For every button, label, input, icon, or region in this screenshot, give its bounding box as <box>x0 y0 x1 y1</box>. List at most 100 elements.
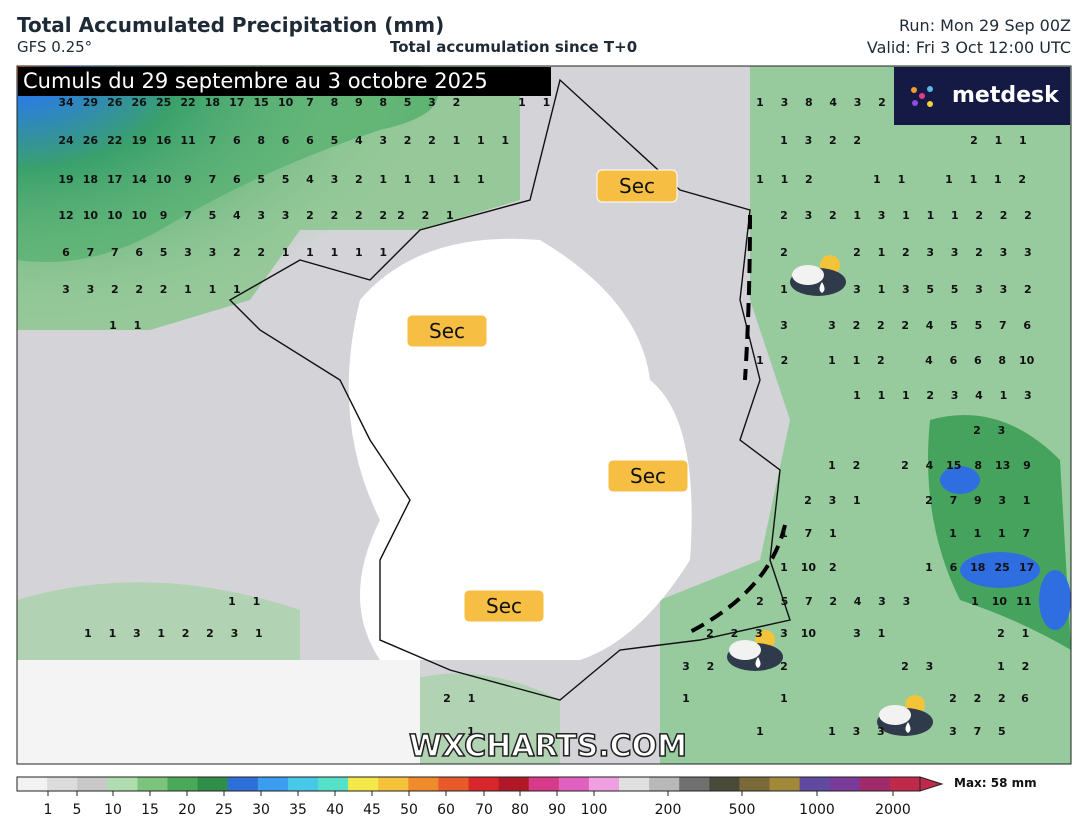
subtitle: Total accumulation since T+0 <box>390 38 638 56</box>
precip-value: 1 <box>404 173 412 186</box>
precip-value: 2 <box>706 627 714 640</box>
precip-value: 7 <box>111 246 119 259</box>
precip-area <box>17 66 437 326</box>
precip-value: 7 <box>184 209 192 222</box>
precip-value: 2 <box>877 354 885 367</box>
precip-value: 3 <box>829 494 837 507</box>
colorbar-cell <box>137 777 168 791</box>
precip-value: 1 <box>995 134 1003 147</box>
precip-value: 3 <box>853 725 861 738</box>
precip-value: 8 <box>257 134 265 147</box>
colorbar-cell <box>619 777 650 791</box>
colorbar-cell <box>769 777 801 791</box>
colorbar-cell <box>47 777 78 791</box>
precip-value: 3 <box>877 725 885 738</box>
precip-value: 8 <box>805 96 813 109</box>
dry-label: Sec <box>630 464 666 488</box>
watermark: WXCHARTS.COM <box>409 729 687 764</box>
banner-bg <box>18 67 551 96</box>
colorbar-label: 15 <box>141 802 159 818</box>
precip-value: 7 <box>974 725 982 738</box>
precip-value: 2 <box>853 134 861 147</box>
precip-area <box>410 673 560 764</box>
precip-value: 25 <box>995 561 1010 574</box>
precip-value: 15 <box>254 96 269 109</box>
precip-value: 2 <box>1024 209 1032 222</box>
precip-value: 2 <box>707 660 715 673</box>
precip-value: 1 <box>306 246 314 259</box>
colorbar-cell <box>107 777 138 791</box>
dry-label: Sec <box>619 174 655 198</box>
precip-value: 1 <box>467 725 475 738</box>
precip-value: 10 <box>107 209 123 222</box>
precip-value: 6 <box>950 354 958 367</box>
precip-value: 1 <box>209 283 217 296</box>
precip-value: 1 <box>951 209 959 222</box>
precip-value: 1 <box>233 283 241 296</box>
precip-value: 1 <box>780 527 788 540</box>
precip-value: 3 <box>998 494 1006 507</box>
precip-value: 1 <box>781 173 789 186</box>
precip-value: 2 <box>853 459 861 472</box>
precip-value: 1 <box>355 246 363 259</box>
run: Run: Mon 29 Sep 00Z <box>899 16 1071 35</box>
colorbar-label: 60 <box>437 802 455 818</box>
precip-value: 1 <box>829 527 837 540</box>
precip-value: 3 <box>903 595 911 608</box>
weather-icon <box>877 695 933 736</box>
precip-value: 1 <box>501 134 509 147</box>
precip-value: 3 <box>854 96 862 109</box>
precip-value: 1 <box>878 246 886 259</box>
precip-value: 3 <box>805 209 813 222</box>
precip-value: 5 <box>926 283 934 296</box>
precip-value: 5 <box>975 319 983 332</box>
precip-value: 7 <box>805 595 813 608</box>
precip-value: 10 <box>156 173 172 186</box>
precip-value: 2 <box>829 561 837 574</box>
precip-value: 2 <box>756 595 764 608</box>
precip-value: 9 <box>184 173 192 186</box>
precip-value: 3 <box>853 283 861 296</box>
colorbar-label: 20 <box>178 802 196 818</box>
precip-value: 1 <box>682 692 690 705</box>
colorbar-label: 10 <box>104 802 122 818</box>
precip-value: 4 <box>233 209 241 222</box>
precip-value: 1 <box>109 627 117 640</box>
precip-value: 5 <box>781 595 789 608</box>
precip-value: 3 <box>805 134 813 147</box>
precip-value: 6 <box>1023 319 1031 332</box>
precip-value: 5 <box>160 246 168 259</box>
precip-area <box>940 466 980 494</box>
precip-value: 1 <box>184 283 192 296</box>
precip-value: 2 <box>975 209 983 222</box>
precip-value: 1 <box>828 725 836 738</box>
precip-value: 1 <box>853 354 861 367</box>
precip-value: 26 <box>132 96 148 109</box>
colorbar-cell <box>167 777 199 791</box>
dry-badge <box>607 459 689 493</box>
precip-value: 5 <box>209 209 217 222</box>
precip-value: 1 <box>828 459 836 472</box>
precip-value: 2 <box>829 134 837 147</box>
precip-value: 10 <box>801 627 817 640</box>
colorbar-label: 1 <box>44 802 53 818</box>
precip-value: 3 <box>902 283 910 296</box>
precip-value: 1 <box>853 209 861 222</box>
precip-value: 1 <box>109 319 117 332</box>
colorbar-label: 70 <box>475 802 493 818</box>
colorbar-label: 50 <box>400 802 418 818</box>
precip-value: 10 <box>132 209 148 222</box>
precip-value: 1 <box>780 134 788 147</box>
precip-value: 2 <box>902 246 910 259</box>
title: Total Accumulated Precipitation (mm) <box>17 13 445 37</box>
precip-value: 10 <box>278 96 294 109</box>
precip-value: 2 <box>853 246 861 259</box>
precip-value: 2 <box>135 283 143 296</box>
precip-value: 3 <box>282 209 290 222</box>
colorbar-cell <box>859 777 891 791</box>
precip-value: 2 <box>233 246 241 259</box>
precip-value: 7 <box>209 173 217 186</box>
colorbar-label: 1000 <box>799 802 835 818</box>
precip-value: 3 <box>781 96 789 109</box>
precip-value: 2 <box>974 692 982 705</box>
